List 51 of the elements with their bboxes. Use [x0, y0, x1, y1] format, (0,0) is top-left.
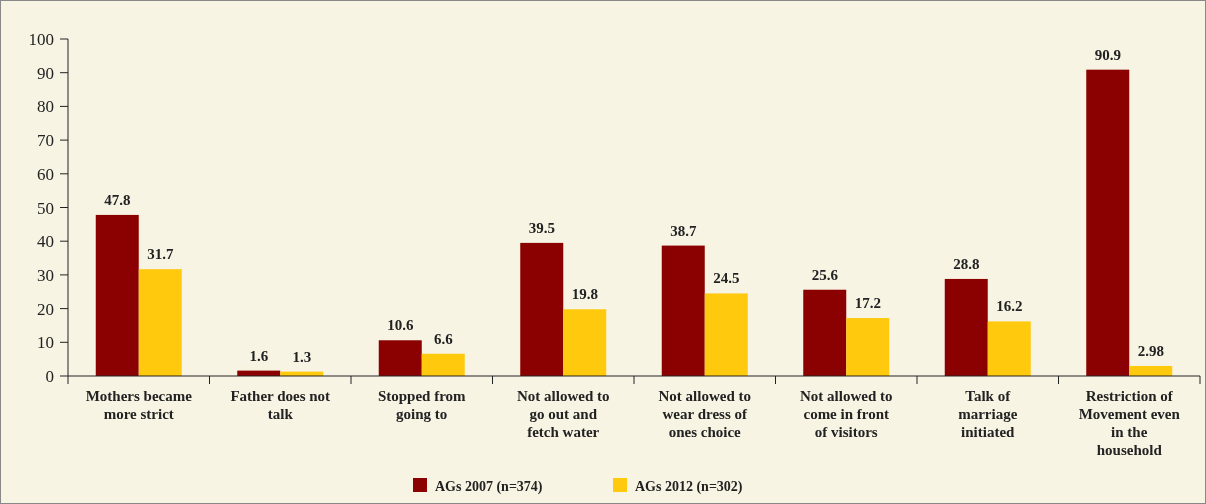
data-label: 6.6: [433, 330, 454, 347]
bar: [520, 242, 564, 376]
data-label: 31.7: [147, 246, 174, 263]
x-tick-label: Mothers became more strict: [85, 388, 193, 422]
legend-label: AGs 2007 (n=374): [435, 479, 543, 495]
bar: [563, 309, 607, 376]
x-tick-label: Not allowed to wear dress of ones choice: [658, 388, 751, 440]
data-label: 1.3: [292, 348, 312, 365]
data-label: 1.6: [249, 347, 269, 364]
x-tick-label: Stopped from going to: [377, 388, 467, 422]
x-tick-label: Not allowed to come in front of visitors: [800, 388, 893, 440]
data-label: 2.98: [1137, 342, 1164, 359]
x-tick-label: Father does not talk: [230, 388, 331, 422]
x-tick-label: Not allowed to go out and fetch water: [517, 388, 610, 440]
bar: [944, 278, 988, 376]
data-label: 47.8: [104, 191, 131, 208]
bar: [421, 353, 465, 376]
data-label: 38.7: [670, 222, 697, 239]
bar: [95, 214, 139, 376]
y-tick-label: 20: [37, 299, 54, 319]
data-label: 28.8: [953, 255, 980, 272]
bar: [1129, 365, 1173, 376]
data-label: 24.5: [713, 270, 740, 287]
y-tick-label: 0: [45, 367, 54, 386]
y-tick-label: 90: [37, 63, 54, 83]
y-tick-label: 60: [37, 164, 54, 184]
bar: [987, 321, 1031, 376]
bar: [378, 340, 422, 376]
data-label: 39.5: [528, 219, 555, 236]
y-tick-label: 50: [37, 198, 54, 218]
x-tick-label: Restriction of Movement even in the household: [1078, 388, 1181, 458]
y-tick-label: 10: [37, 333, 54, 353]
y-tick-label: 40: [37, 232, 54, 252]
bar: [661, 245, 705, 376]
y-tick-label: 70: [37, 131, 54, 151]
data-label: 90.9: [1094, 46, 1121, 63]
y-tick-label: 80: [37, 97, 54, 117]
data-label: 19.8: [571, 286, 598, 303]
legend-label: AGs 2012 (n=302): [635, 479, 743, 495]
bar: [1086, 69, 1130, 376]
bar: [704, 293, 748, 376]
bar: [803, 289, 847, 376]
bar: [846, 318, 890, 376]
y-tick-label: 100: [28, 30, 54, 49]
bar: [138, 269, 182, 376]
data-label: 16.2: [996, 298, 1023, 315]
x-tick-label: Talk of marriage initiated: [958, 388, 1018, 440]
data-label: 10.6: [387, 317, 414, 334]
y-tick-label: 30: [37, 265, 54, 285]
data-label: 17.2: [854, 295, 881, 312]
data-label: 25.6: [811, 266, 839, 283]
